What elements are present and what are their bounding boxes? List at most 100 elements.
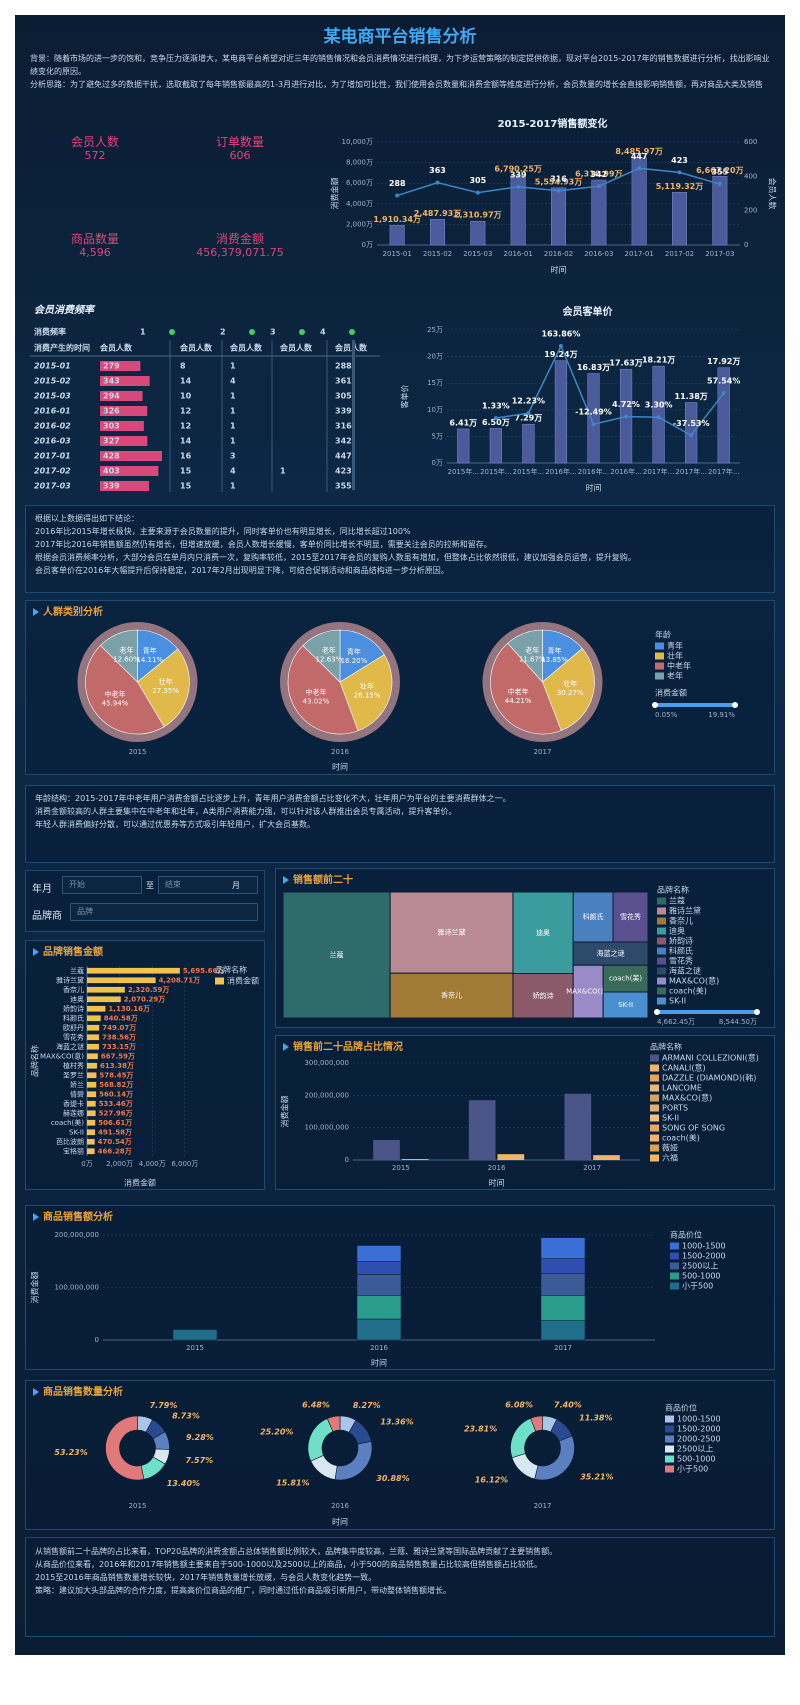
bar [87,1043,99,1050]
bar [87,1062,98,1069]
bar-label: 6.41万 [449,418,477,427]
y-tick-label: 100,000,000 [304,1124,349,1132]
chart-title: 商品销售数量分析 [43,1385,123,1398]
bar-label: 491.58万 [98,1128,132,1136]
legend-swatch [650,1104,659,1112]
bar [87,1072,97,1079]
x-tick-label: 2016-03 [584,250,613,258]
legend-title: 商品价位 [670,1230,702,1240]
pie-slice [287,645,359,735]
legend-label: 2500以上 [677,1445,713,1454]
cell: 343 [103,377,120,386]
treemap-label: MAX&CO(意) [566,987,610,996]
donut-slice [105,1415,145,1481]
treemap-label: 迪奥 [536,928,550,937]
y-tick-label: 海蓝之谜 [56,1042,84,1051]
treemap-label: 娇韵诗 [533,991,554,1000]
scrollbar [352,340,355,490]
legend-label: 1000-1500 [677,1415,721,1424]
intro-text: 背景：随着市场的进一步的饱和，竞争压力逐渐增大，某电商平台希望对近三年的销售情况… [30,54,770,88]
bar [100,421,144,431]
bar-label: 8,485.97万 [615,147,662,156]
legend-label: 迪奥 [669,926,685,936]
end-input[interactable]: 结束 [158,876,258,894]
legend-label: 消费金额 [227,976,259,986]
donut-slice [307,1418,334,1462]
slice-category: 中老年 [508,687,529,696]
treemap-label: 香奈儿 [441,991,462,1000]
legend-label: SK-II [669,997,686,1006]
x-tick-label: 2016年... [545,467,577,476]
slice-label: 11.67% [519,655,546,663]
bar-segment [356,1295,402,1320]
line-point [475,190,480,195]
legend-swatch [657,957,666,965]
legend-swatch [665,1425,674,1433]
legend-label: MAX&CO(意) [662,1093,712,1103]
slice-category: 中老年 [104,690,125,699]
legend-label: MAX&CO(意) [669,976,719,986]
legend-label: DAZZLE (DIAMOND)(韩) [662,1073,756,1083]
line-point [624,414,629,419]
legend-label: 雪花秀 [669,956,693,966]
bar [100,481,150,491]
y-tick-label: 5万 [432,432,443,440]
slice-category: 老年 [322,646,336,655]
kpi-label: 会员人数 [70,135,119,149]
cell: 12 [180,422,191,431]
legend-label: 香奈儿 [669,916,693,926]
legend-label: 壮年 [667,651,683,661]
bar-label: 17.92万 [707,357,740,366]
x-axis-label: 消费金额 [124,1178,156,1188]
y2-tick-label: 400 [744,172,757,180]
x-tick-label: 2017年... [643,467,675,476]
bar [631,157,647,246]
x-axis-label: 时间 [371,1358,387,1368]
column-header: 会员人数 [335,343,368,353]
legend-title: 品牌名称 [650,1042,682,1052]
cell: 4 [230,377,236,386]
line-point [677,170,682,175]
y-tick-label: 雪花秀 [63,1032,84,1041]
legend-swatch [665,1445,674,1453]
bar-segment [540,1295,586,1321]
title-icon [283,876,289,884]
line-point [558,344,563,349]
treemap-label: SK-II [618,1001,633,1009]
x-tick-label: 2017-02 [665,250,694,258]
legend-swatch [655,652,664,660]
kpi-value: 572 [84,149,106,162]
freq-dot [169,329,175,335]
bar [554,360,568,464]
cell: 14 [180,377,192,386]
legend-swatch [657,907,666,915]
line [495,344,725,437]
line-label: -12.49% [575,408,612,417]
cell: 361 [335,377,352,386]
line-label: 423 [671,156,688,165]
slice-label: 13.40% [167,1479,200,1488]
visual-map-bar [657,1010,757,1014]
brand-select[interactable]: 品牌 [70,903,258,921]
line-point [717,182,722,187]
row-time: 2015-01 [34,362,71,371]
treemap-cell [282,891,391,1019]
line-label: 316 [550,174,567,183]
pie-year: 2016 [331,748,349,756]
x-axis-label: 时间 [332,762,348,772]
bar-label: 5,695.66万 [183,967,225,975]
kpi-value: 4,596 [79,246,111,259]
legend-label: PORTS [662,1104,688,1113]
row-time: 2016-02 [34,422,71,431]
y-tick-label: 欧舒丹 [63,1023,84,1032]
freq-header: 3 [270,328,276,337]
legend-swatch [657,987,666,995]
visual-map-max: 19.91% [708,711,735,719]
column-header: 会员人数 [280,343,313,353]
legend-label: 500-1000 [682,1272,721,1281]
cell: 447 [335,452,352,461]
line-label: 1.33% [482,402,510,411]
start-input[interactable]: 开始 [62,876,142,894]
legend-label: coach(美) [669,986,707,996]
y-tick-label: 科颜氏 [63,1013,84,1022]
